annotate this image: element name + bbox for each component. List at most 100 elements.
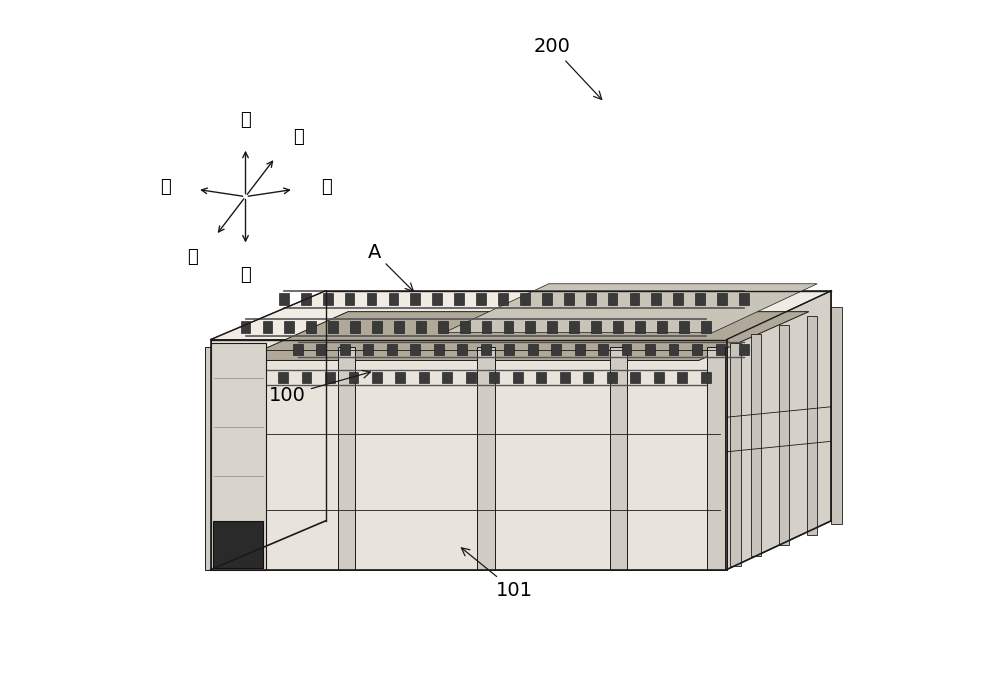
Polygon shape [349, 372, 358, 383]
Polygon shape [591, 321, 601, 333]
Polygon shape [739, 293, 749, 305]
Polygon shape [701, 372, 711, 383]
Polygon shape [575, 344, 585, 355]
Polygon shape [610, 346, 627, 570]
Polygon shape [454, 293, 464, 305]
Polygon shape [677, 372, 687, 383]
Polygon shape [730, 343, 741, 566]
Polygon shape [498, 293, 508, 305]
Polygon shape [211, 290, 831, 340]
Text: A: A [368, 243, 413, 291]
Polygon shape [416, 321, 426, 333]
Polygon shape [669, 344, 678, 355]
Text: 前: 前 [188, 248, 198, 266]
Text: 上: 上 [240, 111, 251, 130]
Polygon shape [338, 346, 355, 570]
Text: 下: 下 [240, 266, 251, 284]
Polygon shape [410, 293, 420, 305]
Polygon shape [394, 321, 404, 333]
Polygon shape [340, 344, 350, 355]
Polygon shape [466, 372, 476, 383]
Polygon shape [679, 321, 689, 333]
Polygon shape [707, 346, 725, 570]
Polygon shape [482, 321, 491, 333]
Polygon shape [363, 344, 373, 355]
Text: 右: 右 [160, 178, 170, 196]
Polygon shape [205, 346, 223, 570]
Polygon shape [654, 372, 664, 383]
Polygon shape [241, 321, 250, 333]
Polygon shape [328, 321, 338, 333]
Polygon shape [716, 344, 725, 355]
Polygon shape [457, 344, 467, 355]
Polygon shape [432, 293, 442, 305]
Polygon shape [739, 344, 749, 355]
Polygon shape [607, 372, 617, 383]
Polygon shape [477, 346, 495, 570]
Polygon shape [779, 325, 789, 545]
Polygon shape [293, 344, 303, 355]
Polygon shape [630, 372, 640, 383]
Polygon shape [598, 344, 608, 355]
Polygon shape [635, 321, 645, 333]
Text: 101: 101 [461, 548, 532, 600]
Polygon shape [583, 372, 593, 383]
Polygon shape [717, 293, 727, 305]
Polygon shape [279, 293, 289, 305]
Polygon shape [673, 293, 683, 305]
Polygon shape [284, 321, 294, 333]
Polygon shape [504, 344, 514, 355]
Polygon shape [630, 293, 639, 305]
Polygon shape [263, 321, 272, 333]
Polygon shape [395, 372, 405, 383]
Polygon shape [301, 293, 311, 305]
Polygon shape [489, 372, 499, 383]
Polygon shape [504, 321, 513, 333]
Polygon shape [831, 307, 842, 524]
Text: 200: 200 [534, 37, 602, 99]
Polygon shape [316, 344, 326, 355]
Text: 后: 后 [293, 128, 303, 146]
Text: 左: 左 [321, 178, 331, 196]
Polygon shape [701, 321, 711, 333]
Polygon shape [476, 293, 486, 305]
Polygon shape [525, 321, 535, 333]
Polygon shape [387, 344, 397, 355]
Polygon shape [727, 290, 831, 570]
Polygon shape [372, 321, 382, 333]
Polygon shape [211, 343, 266, 570]
Polygon shape [560, 372, 570, 383]
Polygon shape [306, 321, 316, 333]
Polygon shape [564, 293, 574, 305]
Polygon shape [586, 293, 596, 305]
Polygon shape [569, 321, 579, 333]
Polygon shape [542, 293, 552, 305]
Polygon shape [389, 293, 398, 305]
Polygon shape [410, 344, 420, 355]
Polygon shape [513, 372, 523, 383]
Polygon shape [434, 344, 444, 355]
Polygon shape [695, 293, 705, 305]
Polygon shape [278, 372, 288, 383]
Polygon shape [442, 372, 452, 383]
Polygon shape [438, 321, 448, 333]
Polygon shape [419, 372, 429, 383]
Polygon shape [551, 344, 561, 355]
Polygon shape [651, 293, 661, 305]
Polygon shape [613, 321, 623, 333]
Polygon shape [213, 521, 263, 568]
Polygon shape [807, 316, 817, 535]
Polygon shape [323, 293, 333, 305]
Polygon shape [345, 293, 354, 305]
Polygon shape [645, 344, 655, 355]
Polygon shape [528, 344, 538, 355]
Polygon shape [481, 344, 491, 355]
Polygon shape [657, 321, 667, 333]
Polygon shape [372, 372, 382, 383]
Polygon shape [751, 334, 761, 556]
Polygon shape [444, 284, 817, 332]
Text: 100: 100 [269, 370, 370, 405]
Polygon shape [608, 293, 617, 305]
Polygon shape [302, 372, 311, 383]
Polygon shape [460, 321, 470, 333]
